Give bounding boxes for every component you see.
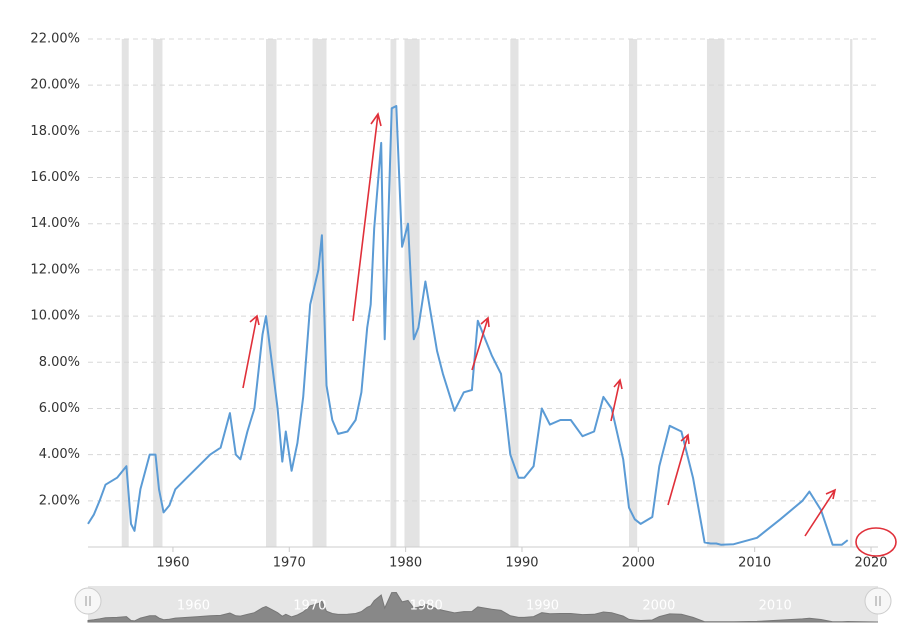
axis-labels: 2.00% 4.00% 6.00% 8.00% 10.00% 12.00% 14.00% 16… <box>30 32 887 571</box>
y-tick-label: 8.00% <box>39 355 80 370</box>
x-tick-label: 1960 <box>156 556 189 571</box>
recession-band <box>390 39 397 547</box>
grid <box>88 38 878 552</box>
arrow <box>242 314 260 389</box>
navigator: 1960 1970 1980 1990 2000 2010 <box>87 586 879 623</box>
navigator-label: 1980 <box>410 599 443 614</box>
arrow <box>610 378 623 422</box>
navigator-label: 2010 <box>759 599 792 614</box>
y-tick-label: 4.00% <box>39 447 80 462</box>
data-line <box>87 105 849 546</box>
handle-right[interactable] <box>864 587 892 615</box>
navigator-label: 1960 <box>177 599 210 614</box>
annotations <box>242 112 897 557</box>
recession-band <box>153 39 163 547</box>
y-tick-label: 18.00% <box>30 124 80 139</box>
x-tick-label: 2010 <box>738 556 771 571</box>
y-tick-label: 16.00% <box>30 170 80 185</box>
x-tick-label: 1980 <box>389 556 422 571</box>
navigator-label: 1970 <box>293 599 326 614</box>
x-tick-label: 1970 <box>273 556 306 571</box>
handle-grip <box>85 596 91 606</box>
x-tick-label: 2020 <box>854 556 887 571</box>
series <box>87 105 849 546</box>
y-tick-label: 10.00% <box>30 309 80 324</box>
y-tick-label: 14.00% <box>30 216 80 231</box>
recession-band <box>266 39 277 547</box>
recession-band <box>121 39 129 547</box>
recession-band <box>510 39 519 547</box>
y-tick-label: 20.00% <box>30 78 80 93</box>
arrow <box>804 488 837 537</box>
navigator-handles[interactable] <box>74 587 892 615</box>
arrow <box>352 112 382 322</box>
recession-bands <box>121 39 853 547</box>
navigator-area <box>87 591 879 623</box>
recession-band <box>312 39 327 547</box>
recession-band <box>850 39 853 547</box>
y-tick-label: 12.00% <box>30 262 80 277</box>
highlight-circle <box>855 527 897 557</box>
recession-band <box>629 39 638 547</box>
y-tick-label: 22.00% <box>30 32 80 47</box>
arrow <box>471 316 490 371</box>
arrow <box>667 433 690 506</box>
y-tick-label: 6.00% <box>39 401 80 416</box>
recession-band <box>706 39 725 547</box>
handle-left[interactable] <box>74 587 102 615</box>
y-tick-label: 2.00% <box>39 493 80 508</box>
navigator-label: 1990 <box>526 599 559 614</box>
handle-grip <box>875 596 881 606</box>
x-tick-label: 1990 <box>505 556 538 571</box>
x-tick-label: 2000 <box>622 556 655 571</box>
navigator-label: 2000 <box>642 599 675 614</box>
